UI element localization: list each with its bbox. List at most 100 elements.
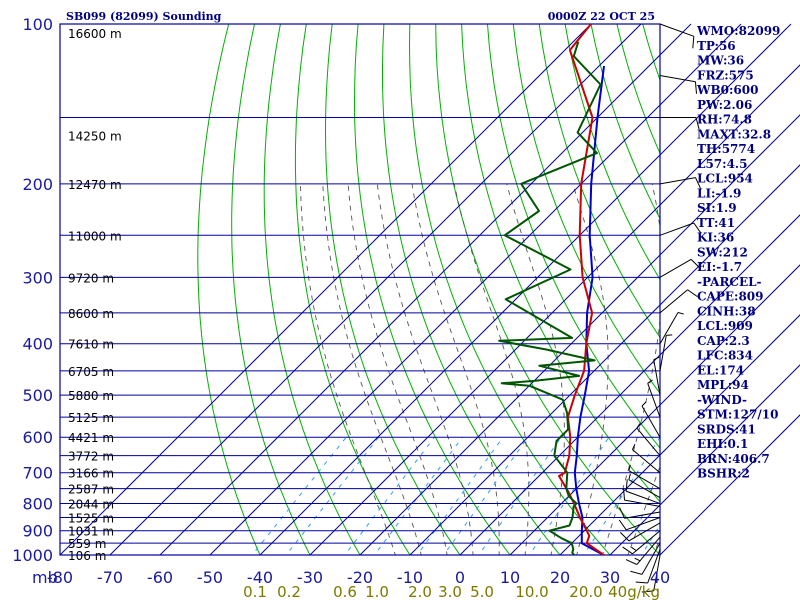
wind-barb-flag [619, 507, 626, 519]
pressure-unit-label: mb [32, 568, 58, 587]
wind-barb-flag [690, 258, 701, 269]
wind-barb-staff [659, 177, 696, 185]
index-label: LFC:834 [697, 349, 753, 363]
height-label: 2587 m [68, 483, 114, 497]
isotherm-line [459, 214, 800, 556]
isotherm-line [309, 64, 800, 556]
wind-barb-staff [659, 289, 688, 314]
wind-barb-staff [659, 23, 694, 37]
wind-barb-half-flag [636, 422, 641, 429]
mixing-ratio-label: 10.0 [515, 583, 548, 600]
height-label: 5880 m [68, 389, 114, 403]
wind-barb-staff [632, 530, 661, 555]
height-label: 1031 m [68, 525, 114, 539]
wind-barb-staff [636, 536, 661, 565]
wind-barb-flag [694, 81, 697, 94]
temperature-tick-label: -20 [347, 568, 373, 587]
wind-barb-staff [641, 405, 661, 438]
isotherm-line [59, 23, 592, 556]
wind-barb [659, 334, 673, 371]
height-label: 5125 m [68, 411, 114, 425]
wind-barb [619, 522, 661, 542]
temperature-tick-label: 40 [650, 568, 670, 587]
wind-barb [641, 401, 661, 438]
mixing-ratio-label: 1.0 [365, 583, 389, 600]
moist-adiabat-line [299, 183, 396, 555]
wind-barb-staff [659, 312, 679, 344]
index-label: WMO:82099 [696, 24, 780, 38]
mixing-ratio-line [478, 436, 562, 555]
wind-barb-flag [618, 519, 627, 531]
wind-barb [659, 258, 701, 278]
profiles [498, 24, 606, 555]
wind-barb-staff [653, 359, 661, 396]
index-label: LCL:954 [697, 172, 753, 186]
height-label: 4421 m [68, 431, 114, 445]
index-label: LCL:909 [697, 319, 753, 333]
height-label: 106 m [68, 549, 106, 563]
temperature-line [573, 65, 605, 555]
wind-barb [623, 488, 661, 507]
wind-barb-staff [628, 522, 661, 542]
index-label: TP:56 [697, 39, 736, 53]
wind-barb [641, 555, 661, 593]
index-label: EI:-1.7 [697, 260, 742, 274]
mixing-ratio-label: 0.2 [277, 583, 301, 600]
pressure-tick-label: 500 [22, 386, 53, 405]
isotherm-line [509, 264, 800, 556]
index-label: SW:212 [697, 245, 748, 259]
wind-barb-staff [632, 449, 661, 474]
height-label: 3166 m [68, 467, 114, 481]
wind-barb-flag [623, 488, 626, 501]
moist-adiabat-line [453, 183, 530, 555]
wind-barb-half-flag [631, 443, 636, 450]
isotherm-line [109, 23, 642, 556]
temperature-tick-label: -40 [247, 568, 273, 587]
height-label: 14250 m [68, 129, 122, 143]
index-label: CINH:38 [697, 304, 756, 318]
wind-barb-staff [641, 542, 661, 575]
moist-adiabats [299, 183, 660, 555]
indices-panel: WMO:82099TP:56MW:36FRZ:575WB0:600PW:2.06… [696, 24, 780, 481]
pressure-tick-label: 900 [22, 522, 53, 541]
temperature-tick-label: 30 [600, 568, 620, 587]
wind-barb [636, 422, 661, 456]
moist-adiabat-line [347, 183, 448, 555]
height-labels: 16600 m 14250 m 12470 m 11000 m 9720 m 8600 m… [68, 27, 122, 563]
isotherm-line [559, 314, 800, 556]
pressure-tick-label: 100 [22, 15, 53, 34]
wind-barb-staff [624, 511, 661, 519]
wind-barb-staff [659, 74, 696, 83]
wind-barb [622, 530, 661, 555]
wind-barb-flag [635, 581, 648, 584]
wind-barb-flag [687, 289, 698, 298]
wind-barb [628, 473, 661, 499]
index-label: STM:127/10 [697, 408, 778, 422]
temperature-tick-label: -60 [147, 568, 173, 587]
wind-barb-flag [625, 559, 638, 566]
moist-adiabat-line [411, 183, 500, 555]
wind-barb [630, 542, 661, 575]
height-label: 9720 m [68, 271, 114, 285]
wind-barb [628, 464, 661, 490]
index-label: TH:5774 [697, 142, 755, 156]
parcel-line [558, 24, 606, 555]
wind-barb-staff [647, 383, 661, 418]
index-label: BSHR:2 [697, 467, 750, 481]
mixing-ratio-line [373, 436, 463, 555]
wind-barb-flag [695, 117, 700, 130]
mixing-ratio-line [344, 436, 435, 555]
index-label: MPL:94 [697, 378, 749, 392]
wind-barb-staff [628, 470, 661, 490]
pressure-tick-label: 400 [22, 335, 53, 354]
moist-adiabat-line [506, 183, 565, 555]
temperature-tick-label: -70 [97, 568, 123, 587]
mixing-ratio-label: 0.1 [243, 583, 267, 600]
wind-barb [660, 117, 700, 130]
index-label: EL:174 [697, 363, 744, 377]
index-label: MW:36 [697, 54, 744, 68]
index-label: CAP:2.3 [697, 334, 750, 348]
mixing-ratio-line [285, 436, 380, 555]
mixing-ratio-lines [251, 436, 660, 555]
